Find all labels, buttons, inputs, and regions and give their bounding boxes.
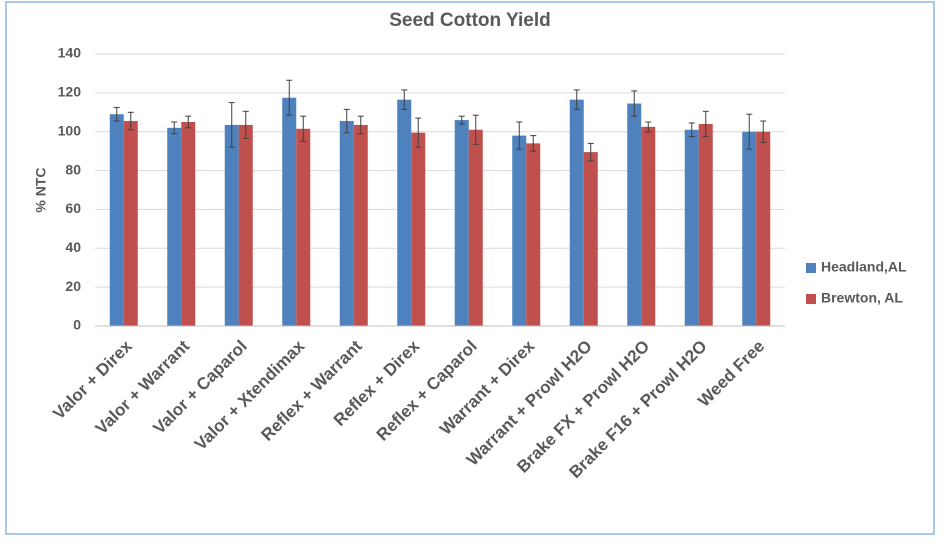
error-bar — [343, 108, 350, 134]
legend-swatch — [806, 294, 816, 304]
y-tick-label: 0 — [73, 317, 81, 333]
error-bar — [587, 142, 594, 162]
bar — [742, 131, 757, 326]
y-tick-label: 80 — [65, 161, 81, 177]
error-bar — [516, 121, 523, 150]
legend-label: Headland,AL — [821, 259, 907, 275]
error-bar — [746, 113, 753, 150]
bar — [468, 129, 483, 326]
error-bar — [415, 117, 422, 148]
bar — [397, 99, 412, 327]
legend-label: Brewton, AL — [821, 290, 903, 306]
bar — [583, 152, 598, 326]
bar — [569, 99, 584, 327]
error-bar — [127, 111, 134, 131]
bar — [526, 143, 541, 326]
error-bar — [228, 102, 235, 148]
bar — [238, 124, 253, 327]
y-tick-label: 140 — [58, 45, 82, 61]
error-bar — [688, 122, 695, 138]
error-bar — [458, 115, 465, 125]
error-bar — [242, 110, 249, 140]
error-bar — [472, 114, 479, 145]
y-tick-label: 40 — [65, 239, 81, 255]
bar — [167, 127, 182, 326]
bar — [109, 114, 124, 326]
y-tick-label: 20 — [65, 278, 81, 294]
bar — [756, 131, 771, 326]
bar — [339, 121, 354, 327]
error-bar — [760, 120, 767, 143]
error-bar — [185, 115, 192, 129]
y-tick-label: 100 — [58, 122, 82, 138]
y-axis-label: % NTC — [33, 167, 49, 212]
chart-title: Seed Cotton Yield — [389, 10, 551, 31]
error-bar — [113, 106, 120, 122]
bar — [224, 124, 239, 327]
bar — [641, 126, 656, 326]
bar — [296, 128, 311, 326]
y-tick-label: 60 — [65, 200, 81, 216]
error-bar — [631, 90, 638, 117]
bar — [123, 121, 138, 327]
bar — [181, 122, 196, 326]
bar — [282, 97, 297, 326]
error-bar — [286, 79, 293, 116]
bar — [684, 129, 699, 326]
bar — [512, 135, 527, 326]
bar — [454, 120, 469, 326]
error-bar — [171, 121, 178, 135]
error-bar — [573, 89, 580, 110]
y-tick-label: 120 — [58, 84, 82, 100]
bar — [353, 124, 368, 327]
error-bar — [401, 89, 408, 110]
error-bar — [702, 110, 709, 138]
bar — [411, 132, 426, 326]
legend-swatch — [806, 263, 816, 273]
error-bar — [300, 115, 307, 142]
error-bar — [530, 135, 537, 152]
bar — [627, 103, 642, 327]
bar — [698, 123, 713, 326]
error-bar — [645, 121, 652, 133]
error-bar — [357, 115, 364, 135]
